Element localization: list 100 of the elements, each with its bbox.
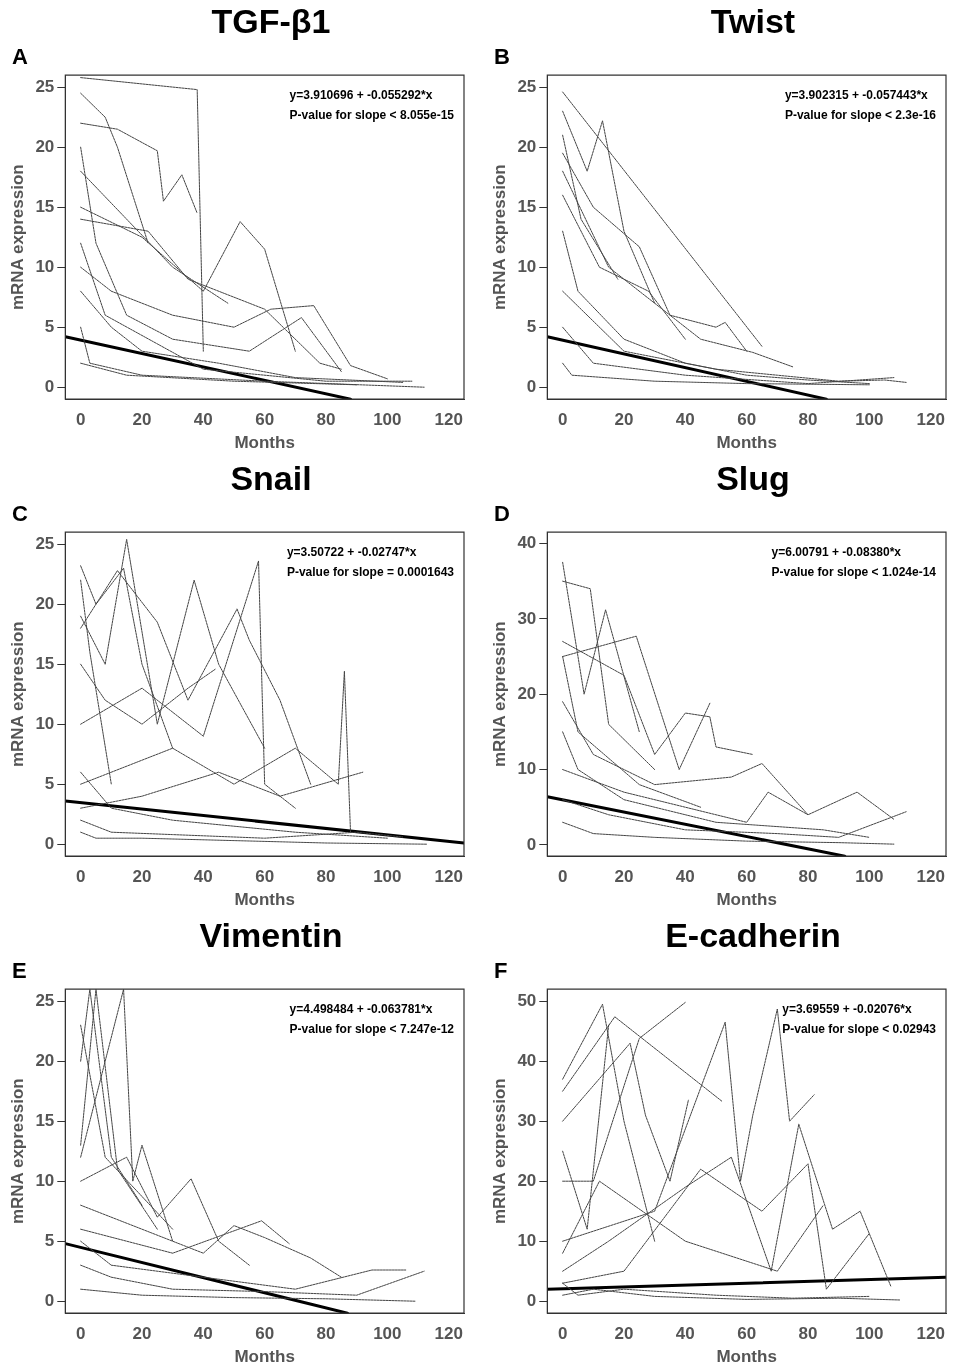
x-tick-label: 100 [373,867,402,887]
annotation: y=6.00791 + -0.08380*x [771,544,902,559]
x-axis-title: Months [234,433,295,453]
y-tick-label: 0 [44,1290,55,1310]
x-tick-label: 120 [916,867,945,887]
x-axis-title: Months [716,1347,777,1367]
annotation: y=4.498484 + -0.063781*x [289,1001,433,1016]
y-axis-title: mRNA expression [489,621,509,768]
y-tick-label: 5 [526,316,537,336]
chart-title: Twist [709,2,797,41]
x-tick-label: 80 [316,1324,336,1344]
y-tick-label: 20 [517,1170,537,1190]
y-tick-label: 20 [35,136,55,156]
annotation: y=3.902315 + -0.057443*x [784,87,929,102]
chart-title: TGF-β1 [210,2,332,41]
text: E [12,958,27,984]
x-axis-title: Months [234,1347,295,1367]
chart-title: E-cadherin [664,916,842,955]
x-tick-label: 20 [132,410,152,430]
x-tick-label: 100 [855,1324,884,1344]
annotation: P-value for slope < 0.02943 [782,1021,937,1036]
y-tick-label: 5 [44,773,55,793]
y-tick-label: 0 [526,834,537,854]
y-tick-label: 10 [35,1170,55,1190]
x-tick-label: 40 [193,1324,213,1344]
annotation: P-value for slope < 2.3e-16 [784,107,937,122]
x-tick-label: 20 [614,1324,634,1344]
y-tick-label: 25 [35,533,55,553]
y-tick-label: 10 [517,1230,537,1250]
chart-title: Snail [229,459,313,498]
text: D [494,501,510,527]
y-tick-label: 40 [517,533,537,553]
x-tick-label: 20 [614,867,634,887]
x-tick-label: 0 [75,1324,86,1344]
y-tick-label: 10 [35,256,55,276]
x-tick-label: 20 [132,1324,152,1344]
y-tick-label: 0 [526,1290,537,1310]
y-tick-label: 15 [35,1110,55,1130]
y-tick-label: 10 [517,256,537,276]
y-tick-label: 20 [517,136,537,156]
y-tick-label: 15 [35,196,55,216]
x-tick-label: 40 [193,867,213,887]
x-tick-label: 100 [855,410,884,430]
x-axis-title: Months [234,890,295,910]
y-axis-title: mRNA expression [7,164,27,311]
text: B [494,44,510,70]
x-tick-label: 120 [434,1324,463,1344]
y-tick-label: 15 [35,653,55,673]
y-tick-label: 10 [517,759,537,779]
text: F [494,958,508,984]
y-tick-label: 5 [44,1230,55,1250]
x-tick-label: 40 [193,410,213,430]
y-tick-label: 5 [44,316,55,336]
x-tick-label: 80 [798,1324,818,1344]
x-tick-label: 120 [916,1324,945,1344]
y-tick-label: 30 [517,608,537,628]
x-tick-label: 60 [737,410,757,430]
annotation: P-value for slope < 8.055e-15 [289,107,455,122]
x-tick-label: 120 [434,867,463,887]
y-axis-title: mRNA expression [489,164,509,311]
x-tick-label: 80 [316,410,336,430]
y-tick-label: 30 [517,1110,537,1130]
y-tick-label: 25 [517,76,537,96]
x-tick-label: 120 [434,410,463,430]
y-axis-title: mRNA expression [7,1078,27,1225]
annotation: P-value for slope < 1.024e-14 [771,564,937,579]
x-tick-label: 0 [557,867,568,887]
text: A [12,44,28,70]
y-tick-label: 0 [44,376,55,396]
x-tick-label: 60 [255,1324,275,1344]
y-tick-label: 0 [44,833,55,853]
x-tick-label: 20 [132,867,152,887]
annotation: P-value for slope < 7.247e-12 [289,1021,455,1036]
text: C [12,501,28,527]
x-tick-label: 0 [75,867,86,887]
y-tick-label: 20 [35,1050,55,1070]
x-tick-label: 20 [614,410,634,430]
y-tick-label: 10 [35,713,55,733]
chart-title: Slug [715,459,791,498]
y-tick-label: 50 [517,990,537,1010]
chart-title: Vimentin [198,916,344,955]
x-tick-label: 60 [255,410,275,430]
y-axis-title: mRNA expression [7,621,27,768]
x-tick-label: 60 [737,1324,757,1344]
y-tick-label: 20 [35,593,55,613]
y-axis-title: mRNA expression [489,1078,509,1225]
x-tick-label: 100 [373,1324,402,1344]
x-axis-title: Months [716,890,777,910]
y-tick-label: 0 [526,376,537,396]
x-tick-label: 60 [737,867,757,887]
x-tick-label: 0 [557,1324,568,1344]
x-tick-label: 40 [675,410,695,430]
y-tick-label: 25 [35,990,55,1010]
x-axis-title: Months [716,433,777,453]
x-tick-label: 40 [675,867,695,887]
x-tick-label: 80 [798,410,818,430]
annotation: y=3.50722 + -0.02747*x [286,544,417,559]
y-tick-label: 40 [517,1050,537,1070]
x-tick-label: 80 [798,867,818,887]
y-tick-label: 15 [517,196,537,216]
